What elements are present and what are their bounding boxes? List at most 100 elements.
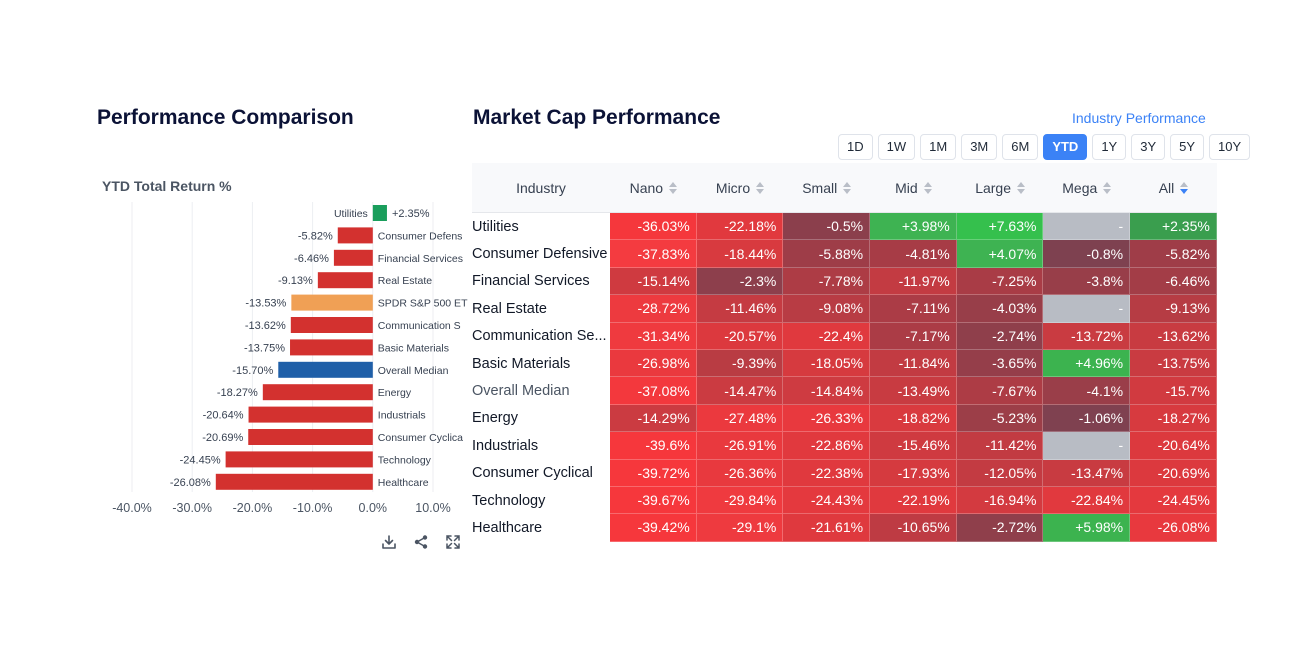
table-row[interactable]: Communication Se... -31.34% -20.57% -22.4% -…: [472, 322, 1217, 350]
table-cell: -2.72%: [956, 514, 1044, 542]
bar: [337, 227, 373, 244]
table-cell: +5.98%: [1043, 514, 1131, 542]
bar-category-label: Consumer Cyclica: [378, 432, 463, 444]
table-cell: -20.69%: [1130, 459, 1217, 487]
table-cell: -26.91%: [696, 432, 784, 460]
bar: [290, 317, 373, 333]
sort-icon[interactable]: [756, 181, 765, 194]
bar-value-label: -18.27%: [217, 387, 258, 399]
period-button-3m[interactable]: 3M: [961, 134, 998, 160]
expand-icon[interactable]: [444, 533, 462, 551]
bar: [215, 473, 373, 490]
period-button-3y[interactable]: 3Y: [1131, 134, 1166, 160]
bar-category-label: Communication S: [378, 320, 461, 332]
bar: [333, 249, 373, 266]
table-cell: -17.93%: [870, 459, 957, 487]
sort-icon[interactable]: [669, 181, 678, 194]
table-cell: -20.57%: [696, 322, 784, 350]
bar-category-label: Consumer Defens: [378, 230, 463, 242]
sort-icon[interactable]: [923, 181, 932, 194]
table-row[interactable]: Overall Median -37.08% -14.47% -14.84% -13.4…: [472, 377, 1217, 405]
table-row[interactable]: Utilities -36.03% -22.18% -0.5% +3.98% +7.63%…: [472, 213, 1217, 241]
header-mega[interactable]: Mega: [1043, 163, 1130, 212]
table-cell: -4.03%: [956, 295, 1044, 323]
bar-category-label: Overall Median: [378, 365, 449, 377]
table-cell: -4.81%: [870, 240, 957, 268]
period-button-1y[interactable]: 1Y: [1092, 134, 1127, 160]
bar-value-label: +2.35%: [392, 208, 430, 220]
table-cell: -26.33%: [783, 404, 871, 433]
table-cell: -9.39%: [696, 349, 784, 378]
table-row[interactable]: Consumer Defensive -37.83% -18.44% -5.88% -4…: [472, 240, 1217, 268]
period-button-10y[interactable]: 10Y: [1209, 134, 1251, 160]
header-small[interactable]: Small: [783, 163, 870, 212]
share-icon[interactable]: [412, 533, 430, 551]
row-label: Energy: [472, 410, 518, 427]
table-cell: -4.1%: [1043, 377, 1131, 405]
sort-icon[interactable]: [1103, 181, 1112, 194]
table-cell: +7.63%: [956, 213, 1044, 241]
table-cell: -5.23%: [956, 404, 1044, 433]
bar-category-label: SPDR S&P 500 ET: [378, 298, 468, 310]
header-label: Mid: [895, 179, 918, 196]
table-row[interactable]: Energy -14.29% -27.48% -26.33% -18.82% -5.23%…: [472, 404, 1217, 433]
table-row[interactable]: Financial Services -15.14% -2.3% -7.78% -11.…: [472, 267, 1217, 296]
header-large[interactable]: Large: [957, 163, 1044, 212]
bar-value-label: -5.82%: [298, 230, 333, 242]
table-cell: -5.82%: [1130, 240, 1217, 268]
bar-value-label: -20.69%: [202, 432, 243, 444]
table-cell: -22.38%: [783, 459, 871, 487]
table-row[interactable]: Healthcare -39.42% -29.1% -21.61% -10.65% -2.…: [472, 514, 1217, 542]
download-icon[interactable]: [380, 533, 398, 551]
row-label: Consumer Defensive: [472, 246, 608, 263]
header-industry[interactable]: Industry: [516, 179, 566, 196]
table-cell: -14.29%: [610, 404, 697, 433]
period-button-1d[interactable]: 1D: [838, 134, 873, 160]
row-label: Technology: [472, 492, 546, 509]
header-label: Micro: [715, 179, 751, 196]
table-cell: -3.65%: [956, 349, 1044, 378]
period-button-ytd[interactable]: YTD: [1043, 134, 1088, 160]
header-label: Large: [975, 179, 1011, 196]
sort-icon[interactable]: [1180, 181, 1189, 194]
sort-icon[interactable]: [843, 181, 852, 194]
x-tick-label: -40.0%: [112, 501, 152, 515]
header-micro[interactable]: Micro: [697, 163, 784, 212]
table-cell: -37.83%: [610, 240, 697, 268]
row-label: Utilities: [472, 218, 519, 235]
bar-category-label: Industrials: [378, 410, 426, 422]
period-button-1m[interactable]: 1M: [920, 134, 957, 160]
table-cell: -37.08%: [610, 377, 697, 405]
bar-category-label: Energy: [378, 387, 412, 399]
table-cell: -11.46%: [696, 295, 784, 323]
table-cell: -26.98%: [610, 349, 697, 378]
row-label: Industrials: [472, 437, 539, 454]
table-cell: -3.8%: [1043, 267, 1131, 296]
table-cell: -13.47%: [1043, 459, 1131, 487]
table-row[interactable]: Industrials -39.6% -26.91% -22.86% -15.46% -1…: [472, 432, 1217, 460]
header-mid[interactable]: Mid: [870, 163, 957, 212]
table-cell: -29.84%: [696, 486, 784, 515]
header-all[interactable]: All: [1130, 163, 1217, 212]
sort-icon[interactable]: [1017, 181, 1025, 194]
row-label: Communication Se...: [472, 328, 607, 345]
table-row[interactable]: Technology -39.67% -29.84% -24.43% -22.19% -1…: [472, 486, 1217, 515]
header-label: Mega: [1062, 179, 1098, 196]
performance-bar-chart: YTD Total Return % +2.35% Utilities-5.82% C…: [102, 178, 468, 515]
industry-performance-link[interactable]: Industry Performance: [1072, 110, 1206, 126]
table-cell: -14.84%: [783, 377, 871, 405]
period-button-6m[interactable]: 6M: [1002, 134, 1039, 160]
table-cell: -26.36%: [696, 459, 784, 487]
table-row[interactable]: Consumer Cyclical -39.72% -26.36% -22.38% -1…: [472, 459, 1217, 487]
table-row[interactable]: Basic Materials -26.98% -9.39% -18.05% -11.8…: [472, 349, 1217, 378]
table-cell: -0.8%: [1043, 240, 1131, 268]
table-cell: -15.46%: [870, 432, 957, 460]
table-cell: -7.11%: [870, 295, 957, 323]
period-button-5y[interactable]: 5Y: [1170, 134, 1205, 160]
bar: [291, 294, 373, 311]
period-button-1w[interactable]: 1W: [877, 134, 916, 160]
table-cell: -26.08%: [1130, 514, 1217, 542]
table-cell: +4.07%: [956, 240, 1044, 268]
table-row[interactable]: Real Estate -28.72% -11.46% -9.08% -7.11% -4.…: [472, 295, 1217, 323]
header-nano[interactable]: Nano: [610, 163, 697, 212]
